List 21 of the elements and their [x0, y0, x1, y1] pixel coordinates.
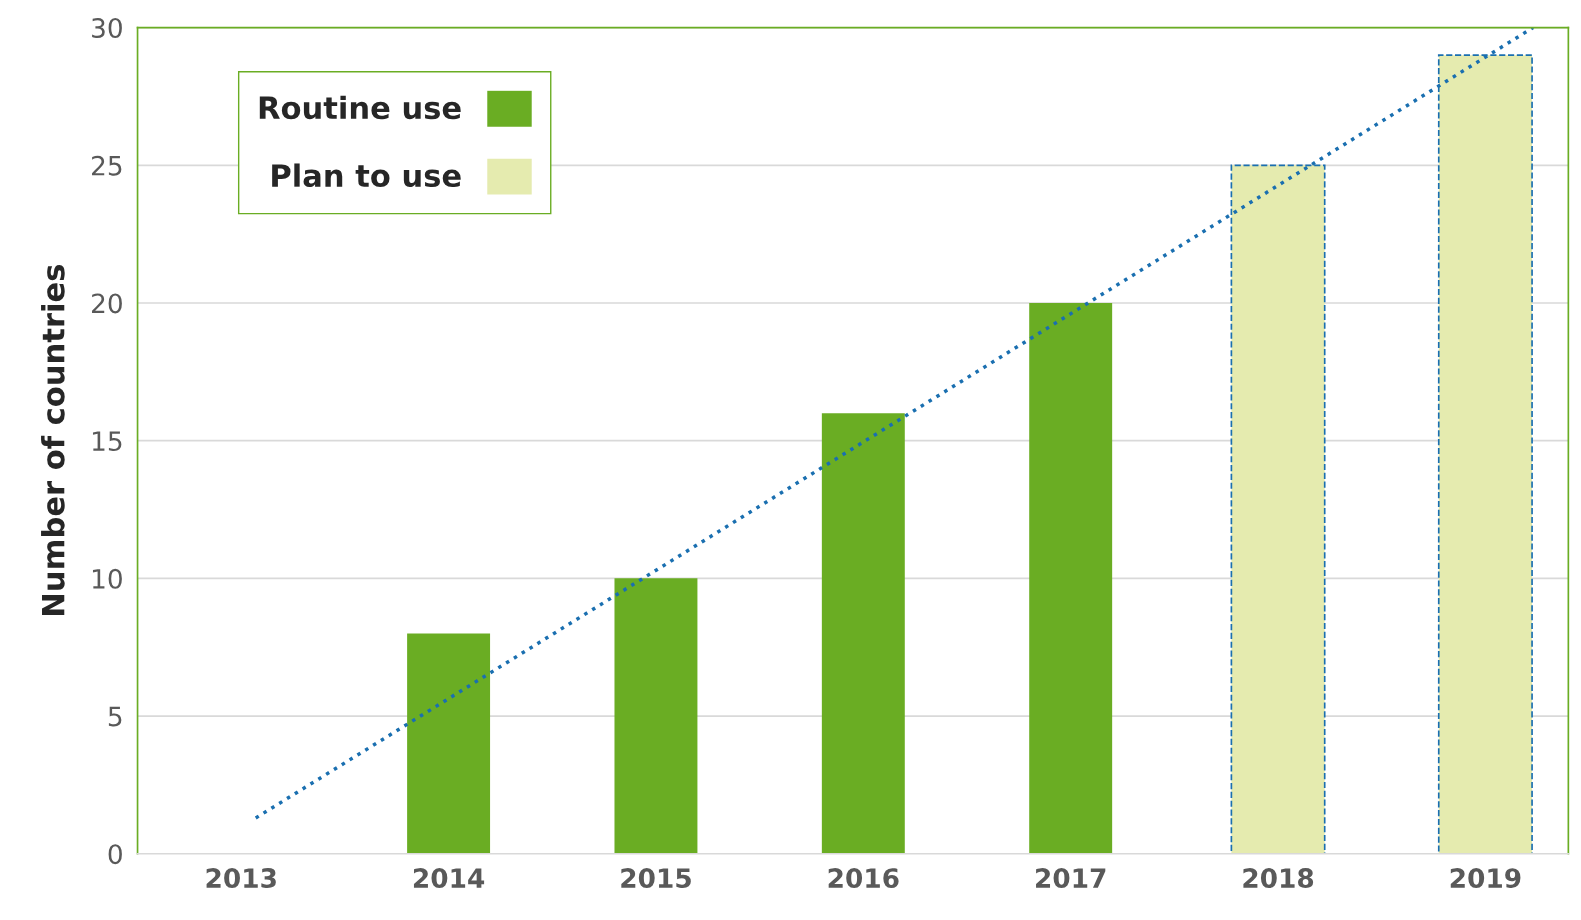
y-axis-title: Number of countries: [41, 265, 65, 615]
x-tick-label: 2018: [1243, 868, 1314, 889]
bar: [407, 633, 491, 854]
x-tick-label: 2014: [413, 868, 485, 889]
bar: [1029, 302, 1113, 854]
x-tick-label: 2016: [828, 868, 899, 889]
bar: [614, 578, 698, 854]
bar: [821, 413, 905, 854]
y-tick-label: 30: [92, 18, 122, 38]
y-tick-label: 10: [92, 568, 122, 589]
y-tick-label: 20: [92, 293, 122, 314]
y-tick-label: 0: [108, 844, 122, 865]
y-tick-label: 5: [108, 706, 122, 727]
x-tick-label: 2013: [206, 868, 276, 889]
x-tick-label: 2017: [1036, 868, 1106, 889]
x-tick-label: 2015: [621, 868, 691, 889]
y-tick-label: 25: [92, 155, 122, 176]
y-tick-label: 15: [92, 431, 122, 452]
legend-label: Routine use: [259, 95, 461, 120]
x-tick-label: 2019: [1450, 868, 1521, 889]
legend-label: Plan to use: [272, 163, 461, 188]
